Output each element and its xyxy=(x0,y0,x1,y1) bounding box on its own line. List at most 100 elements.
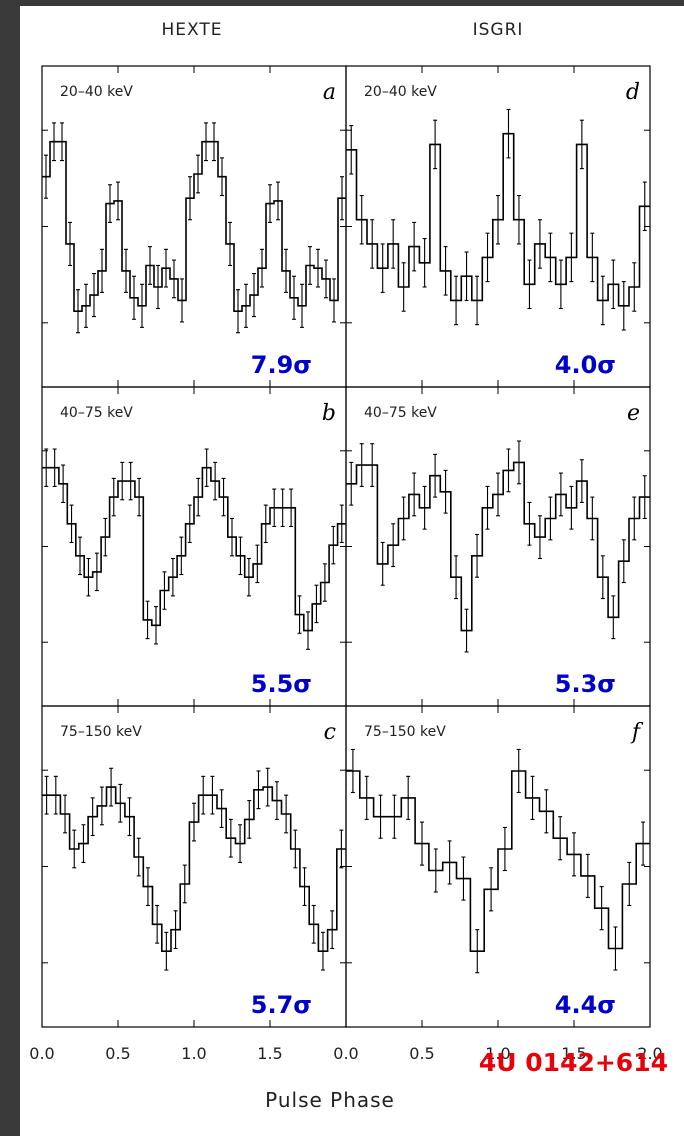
data-bin-30 xyxy=(320,931,325,971)
data-bin-13 xyxy=(148,246,152,285)
data-bin-4 xyxy=(391,219,396,269)
data-bin-25 xyxy=(255,544,260,584)
data-bin-8 xyxy=(108,184,112,223)
data-bin-2 xyxy=(60,122,64,162)
data-bin-25 xyxy=(244,283,248,328)
data-bin-31 xyxy=(330,910,335,950)
data-bin-32 xyxy=(300,283,304,328)
data-bin-1 xyxy=(53,775,58,815)
data-bin-3 xyxy=(69,504,74,544)
data-bin-0 xyxy=(350,748,355,794)
data-bin-11 xyxy=(132,275,136,320)
data-bin-19 xyxy=(204,448,209,487)
data-bin-14 xyxy=(544,789,549,834)
data-bin-6 xyxy=(433,848,438,893)
step-profile-line xyxy=(42,466,346,632)
data-bin-19 xyxy=(219,789,224,829)
panel-frame xyxy=(41,65,347,388)
data-bin-11 xyxy=(502,826,507,872)
data-bin-25 xyxy=(274,781,279,820)
data-bin-26 xyxy=(621,281,626,331)
data-bin-23 xyxy=(590,496,595,541)
data-bin-12 xyxy=(475,533,480,578)
data-bin-29 xyxy=(289,488,294,528)
x-tick-label: 1.5 xyxy=(257,1044,282,1063)
data-bin-32 xyxy=(339,829,344,869)
data-bin-13 xyxy=(485,485,490,530)
data-bin-4 xyxy=(391,523,396,568)
energy-band-label: 40–75 keV xyxy=(60,405,133,421)
energy-band-label: 75–150 keV xyxy=(60,724,142,740)
data-bin-21 xyxy=(221,477,226,517)
significance-label: 5.3σ xyxy=(555,670,616,698)
data-bin-13 xyxy=(530,775,535,820)
data-bin-10 xyxy=(128,461,133,501)
data-bin-13 xyxy=(485,232,490,283)
data-bin-12 xyxy=(145,600,150,640)
data-bin-8 xyxy=(111,477,116,517)
data-bin-27 xyxy=(632,496,637,541)
panel-frame xyxy=(41,386,347,707)
data-bin-24 xyxy=(246,557,251,597)
data-bin-24 xyxy=(265,767,270,807)
data-bin-18 xyxy=(188,176,192,221)
data-bin-6 xyxy=(99,786,104,826)
data-bin-15 xyxy=(558,816,563,861)
data-bin-15 xyxy=(182,864,187,904)
data-bin-18 xyxy=(210,775,215,815)
data-bin-10 xyxy=(124,248,128,293)
data-bin-8 xyxy=(433,453,438,498)
isgri-column-title: ISGRI xyxy=(472,20,524,40)
data-bin-13 xyxy=(164,931,169,971)
data-bin-5 xyxy=(401,262,406,312)
data-bin-27 xyxy=(632,262,637,312)
data-bin-27 xyxy=(272,488,277,528)
data-bin-28 xyxy=(302,867,307,907)
data-bin-9 xyxy=(120,461,125,501)
data-bin-1 xyxy=(364,775,369,820)
panel-letter: d xyxy=(626,80,640,105)
data-bin-21 xyxy=(641,821,646,866)
panel-c: 75–150 keV c 5.7σ 0.0 0.5 1.0 1.5 xyxy=(29,705,347,1063)
data-bin-5 xyxy=(86,557,91,597)
panel-letter: a xyxy=(323,80,336,105)
data-bin-26 xyxy=(252,272,256,318)
data-bin-16 xyxy=(516,194,521,245)
data-bin-15 xyxy=(506,108,511,159)
data-bin-4 xyxy=(78,536,82,576)
data-bin-10 xyxy=(454,275,459,326)
energy-band-label: 40–75 keV xyxy=(364,405,437,421)
step-profile-line xyxy=(42,140,346,312)
data-bin-2 xyxy=(370,443,375,487)
data-bin-30 xyxy=(297,595,302,634)
data-bin-28 xyxy=(280,488,285,528)
data-bin-20 xyxy=(228,818,233,858)
panel-f: 75–150 keV f 4.4σ 0.0 0.5 1.0 1.5 2.0 xyxy=(333,705,663,1063)
data-bin-6 xyxy=(92,272,96,318)
panel-frame xyxy=(345,386,651,707)
data-bin-17 xyxy=(187,504,192,544)
data-bin-36 xyxy=(332,278,336,323)
data-bin-4 xyxy=(81,824,86,863)
data-bin-10 xyxy=(454,555,459,600)
data-bin-9 xyxy=(127,797,132,837)
data-bin-4 xyxy=(406,775,411,820)
data-bin-28 xyxy=(268,184,272,223)
energy-band-label: 20–40 keV xyxy=(60,84,133,100)
data-bin-19 xyxy=(613,926,618,971)
data-bin-32 xyxy=(314,584,319,624)
data-bin-21 xyxy=(569,485,574,530)
data-bin-22 xyxy=(247,800,252,839)
data-bin-0 xyxy=(44,448,49,487)
data-bin-2 xyxy=(63,794,68,834)
data-bin-18 xyxy=(196,477,201,517)
data-bin-26 xyxy=(621,539,626,584)
data-bin-18 xyxy=(537,219,542,269)
data-bin-20 xyxy=(558,259,563,310)
data-bin-1 xyxy=(359,443,364,487)
data-bin-25 xyxy=(611,595,616,640)
figure-frame xyxy=(20,6,684,1136)
data-bin-1 xyxy=(359,194,364,245)
data-bin-15 xyxy=(506,448,511,493)
data-bin-4 xyxy=(76,289,80,334)
